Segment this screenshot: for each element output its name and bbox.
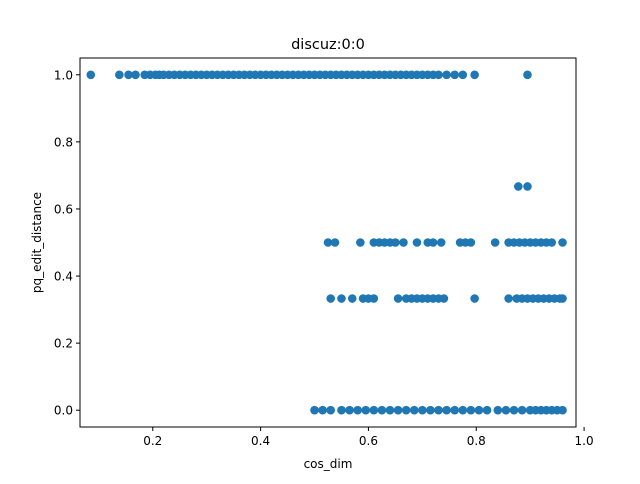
data-point (428, 238, 438, 247)
data-point (409, 405, 419, 415)
y-tick-label: 0.2 (54, 337, 73, 351)
data-point (412, 238, 422, 247)
data-point (369, 294, 379, 303)
data-point (131, 70, 140, 80)
data-point (318, 405, 327, 415)
data-point (450, 70, 459, 80)
y-tick-label: 0.6 (54, 202, 73, 216)
data-point (558, 294, 567, 303)
data-point (523, 182, 532, 191)
chart-title: discuz:0:0 (291, 37, 365, 53)
data-point (377, 405, 387, 415)
data-point (558, 405, 567, 415)
x-tick-label: 0.2 (143, 434, 162, 448)
data-point (426, 405, 435, 415)
data-point (482, 405, 492, 415)
data-point (124, 70, 133, 80)
data-point (523, 70, 532, 80)
data-point (418, 405, 427, 415)
data-point (369, 405, 379, 415)
data-point (434, 405, 443, 415)
data-point (115, 70, 124, 80)
x-axis-label: cos_dim (304, 457, 353, 471)
data-point (466, 238, 476, 247)
data-point (458, 70, 468, 80)
data-point (558, 238, 567, 247)
x-tick-label: 0.8 (467, 434, 486, 448)
data-point (353, 405, 362, 415)
data-point (345, 405, 354, 415)
data-point (470, 294, 479, 303)
data-point (493, 405, 503, 415)
data-point (474, 405, 484, 415)
y-tick-label: 0.4 (54, 270, 73, 284)
y-tick-label: 0.8 (54, 135, 73, 149)
data-point (399, 238, 408, 247)
ticks-layer: 0.2 0.4 0.6 0.8 1.0 0.0 0.2 0.4 0.6 0.8 1.0 (54, 68, 594, 448)
data-point (385, 405, 395, 415)
data-point (436, 238, 446, 247)
data-point (393, 405, 403, 415)
data-point (442, 405, 451, 415)
y-tick-label: 0.0 (54, 404, 73, 418)
data-point (514, 182, 523, 191)
data-point (509, 405, 519, 415)
y-tick-label: 1.0 (54, 68, 73, 82)
data-point (337, 405, 346, 415)
data-point (504, 294, 513, 303)
data-point (393, 294, 403, 303)
plot-frame (79, 57, 577, 428)
data-point (501, 405, 511, 415)
data-point (450, 405, 459, 415)
data-point (547, 238, 557, 247)
data-point (361, 405, 371, 415)
data-point (442, 70, 451, 80)
data-point (466, 405, 476, 415)
data-point (401, 405, 411, 415)
data-point (517, 405, 527, 415)
data-point (439, 294, 449, 303)
data-point (490, 238, 500, 247)
data-point (434, 70, 443, 80)
data-point (330, 238, 340, 247)
y-axis-label: pq_edit_distance (30, 192, 44, 293)
x-tick-label: 0.4 (251, 434, 270, 448)
data-point (326, 405, 335, 415)
data-point (337, 294, 346, 303)
data-point (356, 238, 365, 247)
data-point (310, 405, 319, 415)
points-layer (86, 70, 567, 415)
data-point (470, 70, 479, 80)
data-point (391, 238, 400, 247)
data-point (458, 405, 468, 415)
data-point (323, 238, 333, 247)
x-tick-label: 1.0 (575, 434, 594, 448)
data-point (86, 70, 96, 80)
data-point (326, 294, 335, 303)
data-point (347, 294, 357, 303)
x-tick-label: 0.6 (359, 434, 378, 448)
